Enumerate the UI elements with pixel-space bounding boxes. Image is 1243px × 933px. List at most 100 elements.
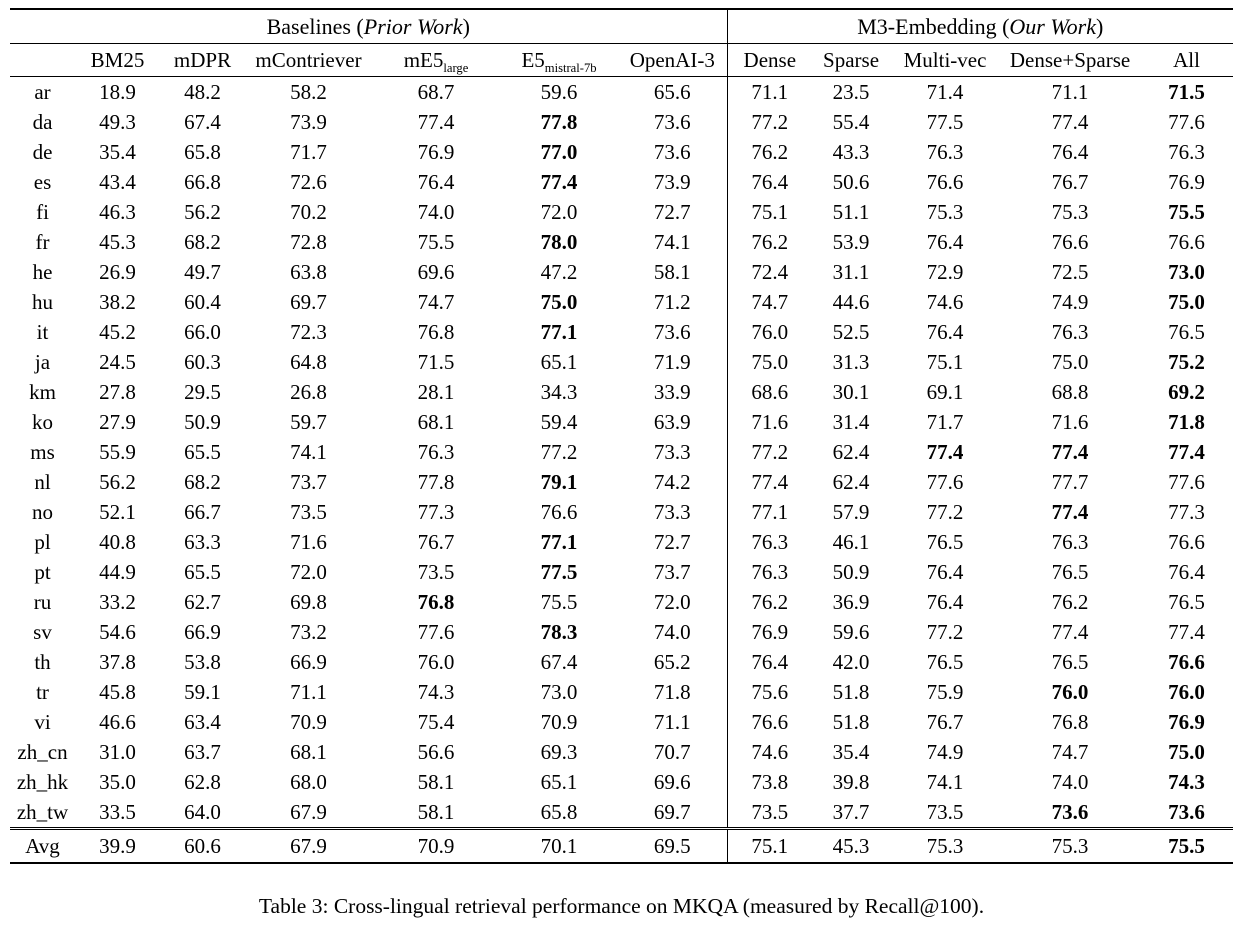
cell-km-sparse: 30.1 (832, 380, 870, 404)
cell-vi-me5_large: 75.4 (417, 710, 455, 734)
row-label-hu: hu (32, 290, 53, 314)
cell-ru-bm25: 33.2 (99, 590, 136, 614)
cell-da-mcontriever: 73.9 (290, 110, 327, 134)
cell-es-me5_large: 76.4 (417, 170, 455, 194)
row-label-th: th (34, 650, 51, 674)
cell-pt-multi_vec: 76.4 (926, 560, 964, 584)
cell-zh_hk-mdpr: 62.8 (184, 770, 221, 794)
cell-it-mcontriever: 72.3 (290, 320, 327, 344)
corner-cell (10, 43, 75, 77)
cell-zh_tw-mcontriever: 67.9 (290, 800, 327, 824)
cell-hu-mcontriever: 69.7 (290, 290, 327, 314)
cell-ru-mcontriever: 69.8 (290, 590, 327, 614)
cell-tr-bm25: 45.8 (99, 680, 136, 704)
cell-es-e5_mistral_7b: 77.4 (540, 170, 578, 194)
cell-ko-dense: 71.6 (726, 407, 813, 437)
cell-tr-sparse: 51.8 (832, 680, 870, 704)
cell-Avg-all: 75.5 (1140, 827, 1234, 863)
table-container: Baselines (Prior Work) M3-Embedding (Our… (10, 8, 1234, 864)
results-table: Baselines (Prior Work) M3-Embedding (Our… (10, 8, 1234, 864)
cell-th-all: 76.6 (1168, 650, 1205, 674)
cell-zh_hk-dense: 73.8 (726, 767, 813, 797)
cell-sv-openai_3: 74.0 (653, 620, 691, 644)
row-label-sv: sv (33, 620, 52, 644)
cell-th-sparse: 42.0 (832, 650, 870, 674)
cell-th-mcontriever: 66.9 (290, 650, 327, 674)
cell-no-mcontriever: 73.5 (290, 500, 327, 524)
cell-ru-all: 76.5 (1168, 590, 1205, 614)
cell-tr-dense: 75.6 (726, 677, 813, 707)
cell-ko-openai_3: 63.9 (653, 410, 691, 434)
row-label-ms: ms (30, 440, 55, 464)
cell-ja-multi_vec: 75.1 (926, 350, 964, 374)
cell-pt-e5_mistral_7b: 77.5 (540, 560, 578, 584)
cell-it-dense_sparse: 76.3 (1051, 320, 1089, 344)
cell-ko-mcontriever: 59.7 (290, 410, 327, 434)
cell-zh_hk-e5_mistral_7b: 65.1 (540, 770, 578, 794)
cell-pl-me5_large: 76.7 (417, 530, 455, 554)
cell-zh_hk-multi_vec: 74.1 (926, 770, 964, 794)
column-header-openai_3: OpenAI-3 (618, 43, 728, 77)
cell-vi-bm25: 46.6 (99, 710, 136, 734)
cell-de-mdpr: 65.8 (184, 140, 221, 164)
cell-he-dense_sparse: 72.5 (1051, 260, 1089, 284)
cell-no-dense: 77.1 (726, 497, 813, 527)
cell-ru-e5_mistral_7b: 75.5 (540, 590, 578, 614)
cell-fr-multi_vec: 76.4 (926, 230, 964, 254)
cell-he-me5_large: 69.6 (417, 260, 455, 284)
cell-th-dense_sparse: 76.5 (1051, 650, 1089, 674)
cell-sv-mdpr: 66.9 (184, 620, 221, 644)
cell-ja-me5_large: 71.5 (417, 350, 455, 374)
cell-km-mdpr: 29.5 (184, 380, 221, 404)
cell-ko-bm25: 27.9 (99, 410, 136, 434)
cell-ru-me5_large: 76.8 (417, 590, 455, 614)
table-row-no: no 52.1 66.7 73.5 77.3 76.6 73.3 77.1 57.9 77.2 77… (10, 497, 1233, 527)
cell-sv-sparse: 59.6 (832, 620, 870, 644)
cell-km-bm25: 27.8 (99, 380, 136, 404)
cell-tr-dense_sparse: 76.0 (1051, 680, 1089, 704)
cell-ja-all: 75.2 (1168, 350, 1205, 374)
cell-es-openai_3: 73.9 (653, 170, 691, 194)
cell-ru-mdpr: 62.7 (184, 590, 221, 614)
cell-ja-dense_sparse: 75.0 (1051, 350, 1089, 374)
table-row-th: th 37.8 53.8 66.9 76.0 67.4 65.2 76.4 42.0 76.5 76… (10, 647, 1233, 677)
cell-ru-openai_3: 72.0 (653, 590, 691, 614)
cell-no-multi_vec: 77.2 (926, 500, 964, 524)
cell-th-bm25: 37.8 (99, 650, 136, 674)
cell-no-e5_mistral_7b: 76.6 (540, 500, 578, 524)
cell-da-dense: 77.2 (726, 107, 813, 137)
cell-pt-sparse: 50.9 (832, 560, 870, 584)
cell-vi-all: 76.9 (1168, 710, 1205, 734)
cell-ko-dense_sparse: 71.6 (1051, 410, 1089, 434)
cell-fi-mcontriever: 70.2 (290, 200, 327, 224)
cell-Avg-mcontriever: 67.9 (245, 827, 372, 863)
cell-de-multi_vec: 76.3 (926, 140, 964, 164)
group-header-baselines: Baselines (Prior Work) (10, 9, 728, 44)
cell-nl-sparse: 62.4 (832, 470, 870, 494)
cell-zh_hk-all: 74.3 (1168, 770, 1205, 794)
cell-no-openai_3: 73.3 (653, 500, 691, 524)
column-header-subscript: mistral-7b (544, 61, 597, 76)
cell-th-multi_vec: 76.5 (926, 650, 964, 674)
cell-vi-e5_mistral_7b: 70.9 (540, 710, 578, 734)
cell-vi-openai_3: 71.1 (653, 710, 691, 734)
cell-fr-openai_3: 74.1 (653, 230, 691, 254)
row-label-de: de (32, 140, 53, 164)
row-label-it: it (36, 320, 49, 344)
cell-de-mcontriever: 71.7 (290, 140, 327, 164)
table-row-ms: ms 55.9 65.5 74.1 76.3 77.2 73.3 77.2 62.4 77.4 77… (10, 437, 1233, 467)
cell-ru-sparse: 36.9 (832, 590, 870, 614)
cell-pl-mcontriever: 71.6 (290, 530, 327, 554)
cell-vi-dense_sparse: 76.8 (1051, 710, 1089, 734)
row-label-nl: nl (34, 470, 51, 494)
cell-he-openai_3: 58.1 (653, 260, 691, 284)
row-label-fr: fr (35, 230, 50, 254)
cell-fi-openai_3: 72.7 (653, 200, 691, 224)
cell-pt-bm25: 44.9 (99, 560, 136, 584)
cell-ar-bm25: 18.9 (99, 80, 136, 104)
cell-fr-e5_mistral_7b: 78.0 (540, 230, 578, 254)
cell-pt-dense: 76.3 (726, 557, 813, 587)
cell-ja-openai_3: 71.9 (653, 350, 691, 374)
cell-km-multi_vec: 69.1 (926, 380, 964, 404)
cell-es-multi_vec: 76.6 (926, 170, 964, 194)
